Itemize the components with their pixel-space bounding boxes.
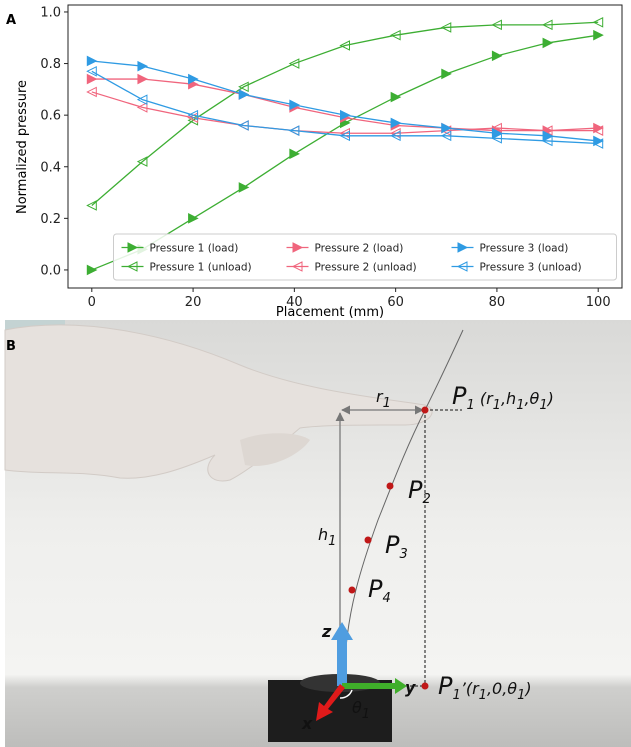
marker <box>87 265 96 274</box>
y-tick-label: 0.0 <box>40 263 61 278</box>
marker <box>492 51 501 60</box>
annotation-part: P <box>368 575 383 603</box>
annotation-part: ,θ <box>524 389 539 408</box>
marker <box>594 31 603 40</box>
annotation-part: z <box>321 622 332 641</box>
annotation-part: ,h <box>501 389 516 408</box>
panel-label: A <box>6 13 16 28</box>
legend-label: Pressure 1 (load) <box>150 243 239 255</box>
marker <box>442 69 451 78</box>
annotation-part: 1 <box>493 398 501 413</box>
annotation-part: (r <box>475 389 494 408</box>
y-tick-label: 0.8 <box>40 57 61 72</box>
annotation-part: ) <box>524 679 531 698</box>
marker <box>138 62 147 71</box>
x-tick-label: 100 <box>586 295 611 310</box>
x-tick-label: 60 <box>387 295 404 310</box>
annotation-part: P <box>408 476 423 504</box>
annotation-part: ’(r <box>461 679 480 698</box>
annotation-part: 2 <box>422 492 430 507</box>
annotation-part: 1 <box>452 688 460 703</box>
marker <box>290 149 299 158</box>
annotation-part: 1 <box>479 688 487 703</box>
point <box>422 683 429 690</box>
annotation-part: P <box>452 382 467 410</box>
annotation-part: 1 <box>516 398 524 413</box>
annotation-part: 1 <box>362 707 370 722</box>
annotation-part: 1 <box>539 398 547 413</box>
marker <box>87 75 96 84</box>
panel-label: B <box>6 339 16 354</box>
marker <box>543 38 552 47</box>
point <box>365 537 372 544</box>
annotation: z <box>321 622 332 641</box>
x-tick-label: 0 <box>88 295 96 310</box>
marker <box>189 214 198 223</box>
legend: Pressure 1 (load) Pressure 1 (unload) Pres… <box>114 234 617 280</box>
annotation-part: 1 <box>383 396 391 411</box>
figure: A Placement (mm) Normalized pressure 020… <box>0 0 631 747</box>
point <box>422 407 429 414</box>
plot-area: 0 20 40 60 80 100 0.0 0.2 0.4 0.6 0.8 1.0 Pressure 1… <box>40 5 622 310</box>
legend-label: Pressure 2 (load) <box>315 243 404 255</box>
marker <box>138 75 147 84</box>
y-axis-label: Normalized pressure <box>15 80 30 214</box>
annotation-part: y <box>405 678 416 697</box>
y-tick-label: 0.4 <box>40 160 61 175</box>
annotation-part: ) <box>547 389 554 408</box>
annotation-part: 1 <box>466 398 474 413</box>
legend-label: Pressure 2 (unload) <box>315 262 417 274</box>
annotation-part: h <box>318 525 328 544</box>
annotation-part: ,0,θ <box>487 679 517 698</box>
annotation-part: P <box>385 531 400 559</box>
annotation-part: 3 <box>399 547 407 562</box>
annotation-part: P <box>438 672 453 700</box>
x-tick-label: 40 <box>286 295 303 310</box>
legend-label: Pressure 3 (unload) <box>480 262 582 274</box>
x-tick-label: 80 <box>489 295 506 310</box>
annotation: y <box>405 678 416 697</box>
y-tick-label: 0.2 <box>40 212 61 227</box>
point <box>349 587 356 594</box>
annotation-part: 1 <box>328 534 336 549</box>
legend-label: Pressure 1 (unload) <box>150 262 252 274</box>
annotation-part: 4 <box>382 591 390 606</box>
y-tick-label: 1.0 <box>40 5 61 20</box>
marker <box>239 183 248 192</box>
annotation-part: 1 <box>517 688 525 703</box>
annotation: x <box>301 714 313 733</box>
x-tick-label: 20 <box>185 295 202 310</box>
photo: B P1 (r1,h1,θ1) r1 P2 P3 P4 h1 z y x θ1 … <box>5 320 631 747</box>
marker <box>391 93 400 102</box>
y-tick-label: 0.6 <box>40 109 61 124</box>
legend-label: Pressure 3 (load) <box>480 243 569 255</box>
annotation-part: θ <box>352 698 362 717</box>
marker <box>87 56 96 65</box>
marker <box>239 90 248 99</box>
point <box>387 483 394 490</box>
annotation-part: x <box>301 714 313 733</box>
